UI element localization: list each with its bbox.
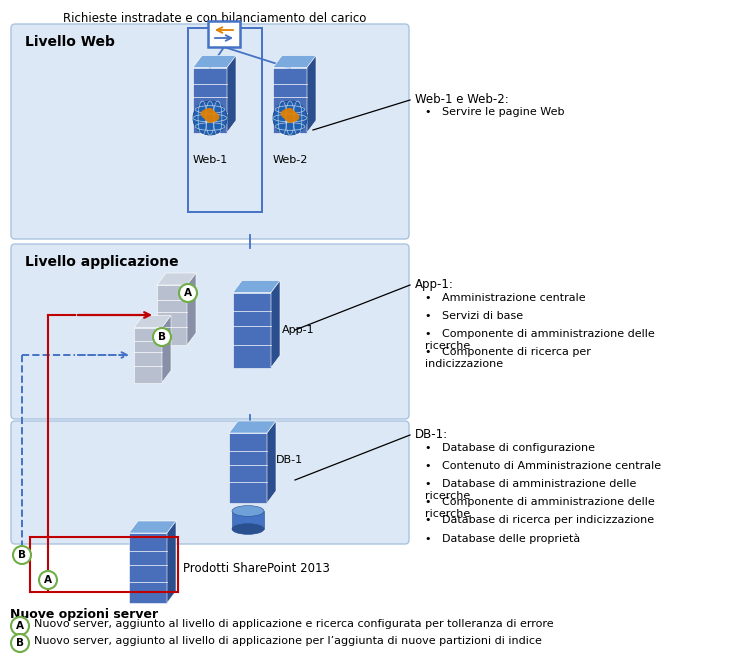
- FancyBboxPatch shape: [11, 244, 409, 419]
- Circle shape: [13, 546, 31, 564]
- Text: A: A: [184, 288, 192, 298]
- Polygon shape: [273, 68, 307, 132]
- Polygon shape: [233, 293, 271, 368]
- Text: Nuove opzioni server: Nuove opzioni server: [10, 608, 158, 621]
- Polygon shape: [193, 55, 236, 68]
- Text: •   Database di configurazione: • Database di configurazione: [425, 443, 595, 453]
- Polygon shape: [157, 285, 187, 345]
- Polygon shape: [187, 273, 196, 345]
- Text: App-1: App-1: [282, 325, 315, 335]
- FancyBboxPatch shape: [11, 24, 409, 239]
- Text: •   Componente di amministrazione delle
ricerche: • Componente di amministrazione delle ri…: [425, 497, 655, 519]
- Text: A: A: [16, 621, 24, 631]
- Ellipse shape: [232, 524, 264, 534]
- Text: •   Database di amministrazione delle
ricerche: • Database di amministrazione delle rice…: [425, 479, 637, 501]
- Text: Livello Web: Livello Web: [25, 35, 115, 49]
- Polygon shape: [273, 55, 316, 68]
- Polygon shape: [134, 328, 162, 382]
- Text: A: A: [44, 575, 52, 585]
- FancyBboxPatch shape: [11, 421, 409, 544]
- Circle shape: [179, 284, 197, 302]
- Polygon shape: [267, 421, 276, 503]
- Text: •   Contenuto di Amministrazione centrale: • Contenuto di Amministrazione centrale: [425, 461, 661, 471]
- Polygon shape: [271, 280, 280, 368]
- Text: B: B: [18, 550, 26, 560]
- Polygon shape: [227, 55, 236, 132]
- Circle shape: [193, 101, 227, 135]
- Polygon shape: [201, 109, 219, 122]
- Circle shape: [11, 634, 29, 652]
- Ellipse shape: [232, 505, 264, 517]
- Text: •   Database delle proprietà: • Database delle proprietà: [425, 533, 580, 544]
- Text: Web-2: Web-2: [272, 155, 307, 165]
- Polygon shape: [229, 421, 276, 433]
- Polygon shape: [193, 68, 227, 132]
- Polygon shape: [233, 280, 280, 293]
- Text: Nuovo server, aggiunto al livello di applicazione per l’aggiunta di nuove partiz: Nuovo server, aggiunto al livello di app…: [34, 636, 542, 646]
- Text: •   Database di ricerca per indicizzazione: • Database di ricerca per indicizzazione: [425, 515, 654, 525]
- Text: Richieste instradate e con bilanciamento del carico: Richieste instradate e con bilanciamento…: [64, 12, 366, 25]
- Text: Nuovo server, aggiunto al livello di applicazione e ricerca configurata per toll: Nuovo server, aggiunto al livello di app…: [34, 619, 553, 629]
- Polygon shape: [162, 315, 171, 382]
- Polygon shape: [307, 55, 316, 132]
- Circle shape: [39, 571, 57, 589]
- Text: •   Componente di amministrazione delle
ricerche: • Componente di amministrazione delle ri…: [425, 329, 655, 351]
- Text: B: B: [16, 638, 24, 648]
- Polygon shape: [129, 533, 167, 603]
- Polygon shape: [134, 315, 171, 328]
- Circle shape: [273, 101, 307, 135]
- Polygon shape: [232, 511, 264, 529]
- Circle shape: [153, 328, 171, 346]
- Text: DB-1:: DB-1:: [415, 428, 448, 441]
- Polygon shape: [157, 273, 196, 285]
- Text: Web-1: Web-1: [193, 155, 228, 165]
- Polygon shape: [129, 521, 176, 533]
- Text: Prodotti SharePoint 2013: Prodotti SharePoint 2013: [183, 561, 330, 574]
- Text: B: B: [158, 332, 166, 342]
- Text: DB-1: DB-1: [276, 455, 303, 465]
- Text: •   Servizi di base: • Servizi di base: [425, 311, 523, 321]
- Polygon shape: [167, 521, 176, 603]
- Text: App-1:: App-1:: [415, 278, 454, 291]
- Text: •   Componente di ricerca per
indicizzazione: • Componente di ricerca per indicizzazio…: [425, 347, 591, 368]
- Circle shape: [11, 617, 29, 635]
- Polygon shape: [281, 109, 299, 122]
- Text: Web-1 e Web-2:: Web-1 e Web-2:: [415, 93, 509, 106]
- Text: •   Servire le pagine Web: • Servire le pagine Web: [425, 107, 564, 117]
- Polygon shape: [229, 433, 267, 503]
- Text: •   Amministrazione centrale: • Amministrazione centrale: [425, 293, 585, 303]
- FancyBboxPatch shape: [208, 21, 240, 47]
- Text: Livello applicazione: Livello applicazione: [25, 255, 179, 269]
